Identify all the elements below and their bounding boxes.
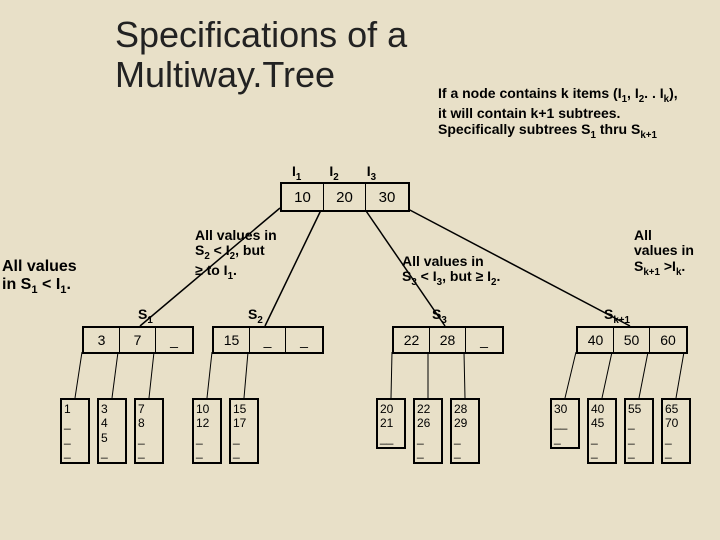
leaf-value: 20 <box>380 402 402 416</box>
label-s2: S2 <box>248 306 263 326</box>
leaf-value: _ <box>554 431 576 445</box>
mid-cell: _ <box>156 328 192 352</box>
leaf-value: 70 <box>665 416 687 430</box>
leaf-node: 78__ <box>134 398 164 464</box>
leaf-value: _ <box>417 445 439 459</box>
root-cell: 20 <box>324 184 366 210</box>
mid-cell: 60 <box>650 328 686 352</box>
mid-cell: 15 <box>214 328 250 352</box>
leaf-node: 1012__ <box>192 398 222 464</box>
mid-cell: _ <box>286 328 322 352</box>
label-s3: S3 <box>432 306 447 326</box>
mid-node: 15__ <box>212 326 324 354</box>
leaf-value: _ <box>591 431 613 445</box>
mid-cell: _ <box>466 328 502 352</box>
leaf-value: 21 <box>380 416 402 430</box>
root-labels: I1 I2 I3 <box>292 163 376 183</box>
note-s1: All values in S1 < I1. <box>2 258 110 296</box>
mid-cell: _ <box>250 328 286 352</box>
mid-node: 2228_ <box>392 326 504 354</box>
leaf-value: 29 <box>454 416 476 430</box>
leaf-value: _ <box>196 431 218 445</box>
leaf-value: 10 <box>196 402 218 416</box>
leaf-node: 1___ <box>60 398 90 464</box>
leaf-value: __ <box>554 416 576 430</box>
leaf-value: _ <box>454 445 476 459</box>
leaf-value: _ <box>628 431 650 445</box>
leaf-value: _ <box>138 431 160 445</box>
leaf-value: _ <box>591 445 613 459</box>
note-s3: All values in S3 < I3, but ≥ I2. <box>402 254 552 289</box>
leaf-value: _ <box>628 416 650 430</box>
leaf-value: 45 <box>591 416 613 430</box>
leaf-value: _ <box>101 445 123 459</box>
leaf-value: _ <box>454 431 476 445</box>
leaf-value: 55 <box>628 402 650 416</box>
leaf-node: 2021__ <box>376 398 406 449</box>
leaf-value: _ <box>417 431 439 445</box>
leaf-value: _ <box>64 431 86 445</box>
page-title: Specifications of a Multiway.Tree <box>115 15 407 94</box>
mid-cell: 40 <box>578 328 614 352</box>
leaf-value: _ <box>64 445 86 459</box>
note-sk1: All values in Sk+1 >Ik. <box>634 228 720 278</box>
leaf-value: 65 <box>665 402 687 416</box>
root-cell: 10 <box>282 184 324 210</box>
leaf-value: 5 <box>101 431 123 445</box>
leaf-node: 30___ <box>550 398 580 449</box>
leaf-value: _ <box>665 431 687 445</box>
leaf-value: 26 <box>417 416 439 430</box>
root-cell: 30 <box>366 184 408 210</box>
leaf-node: 55___ <box>624 398 654 464</box>
leaf-value: 7 <box>138 402 160 416</box>
leaf-node: 2829__ <box>450 398 480 464</box>
leaf-value: __ <box>380 431 402 445</box>
label-s1: S1 <box>138 306 153 326</box>
leaf-value: 3 <box>101 402 123 416</box>
leaf-value: 17 <box>233 416 255 430</box>
leaf-value: _ <box>233 445 255 459</box>
leaf-node: 2226__ <box>413 398 443 464</box>
note-s2: All values in S2 < I2, but ≥ to I1. <box>195 228 315 283</box>
mid-cell: 28 <box>430 328 466 352</box>
leaf-value: 12 <box>196 416 218 430</box>
leaf-node: 4045__ <box>587 398 617 464</box>
leaf-value: _ <box>64 416 86 430</box>
mid-node: 405060 <box>576 326 688 354</box>
leaf-value: 28 <box>454 402 476 416</box>
mid-node: 37_ <box>82 326 194 354</box>
mid-cell: 7 <box>120 328 156 352</box>
leaf-value: 22 <box>417 402 439 416</box>
leaf-value: 8 <box>138 416 160 430</box>
leaf-value: 40 <box>591 402 613 416</box>
leaf-value: 1 <box>64 402 86 416</box>
leaf-value: _ <box>628 445 650 459</box>
leaf-value: _ <box>138 445 160 459</box>
mid-cell: 50 <box>614 328 650 352</box>
leaf-node: 345_ <box>97 398 127 464</box>
leaf-node: 1517__ <box>229 398 259 464</box>
leaf-value: _ <box>233 431 255 445</box>
leaf-value: _ <box>196 445 218 459</box>
leaf-value: 4 <box>101 416 123 430</box>
leaf-value: _ <box>665 445 687 459</box>
leaf-value: 15 <box>233 402 255 416</box>
mid-cell: 22 <box>394 328 430 352</box>
top-note: If a node contains k items (I1, I2. . Ik… <box>438 85 720 141</box>
leaf-node: 6570__ <box>661 398 691 464</box>
root-node: 10 20 30 <box>280 182 410 212</box>
label-sk1: Sk+1 <box>604 306 630 326</box>
leaf-value: 30 <box>554 402 576 416</box>
mid-cell: 3 <box>84 328 120 352</box>
